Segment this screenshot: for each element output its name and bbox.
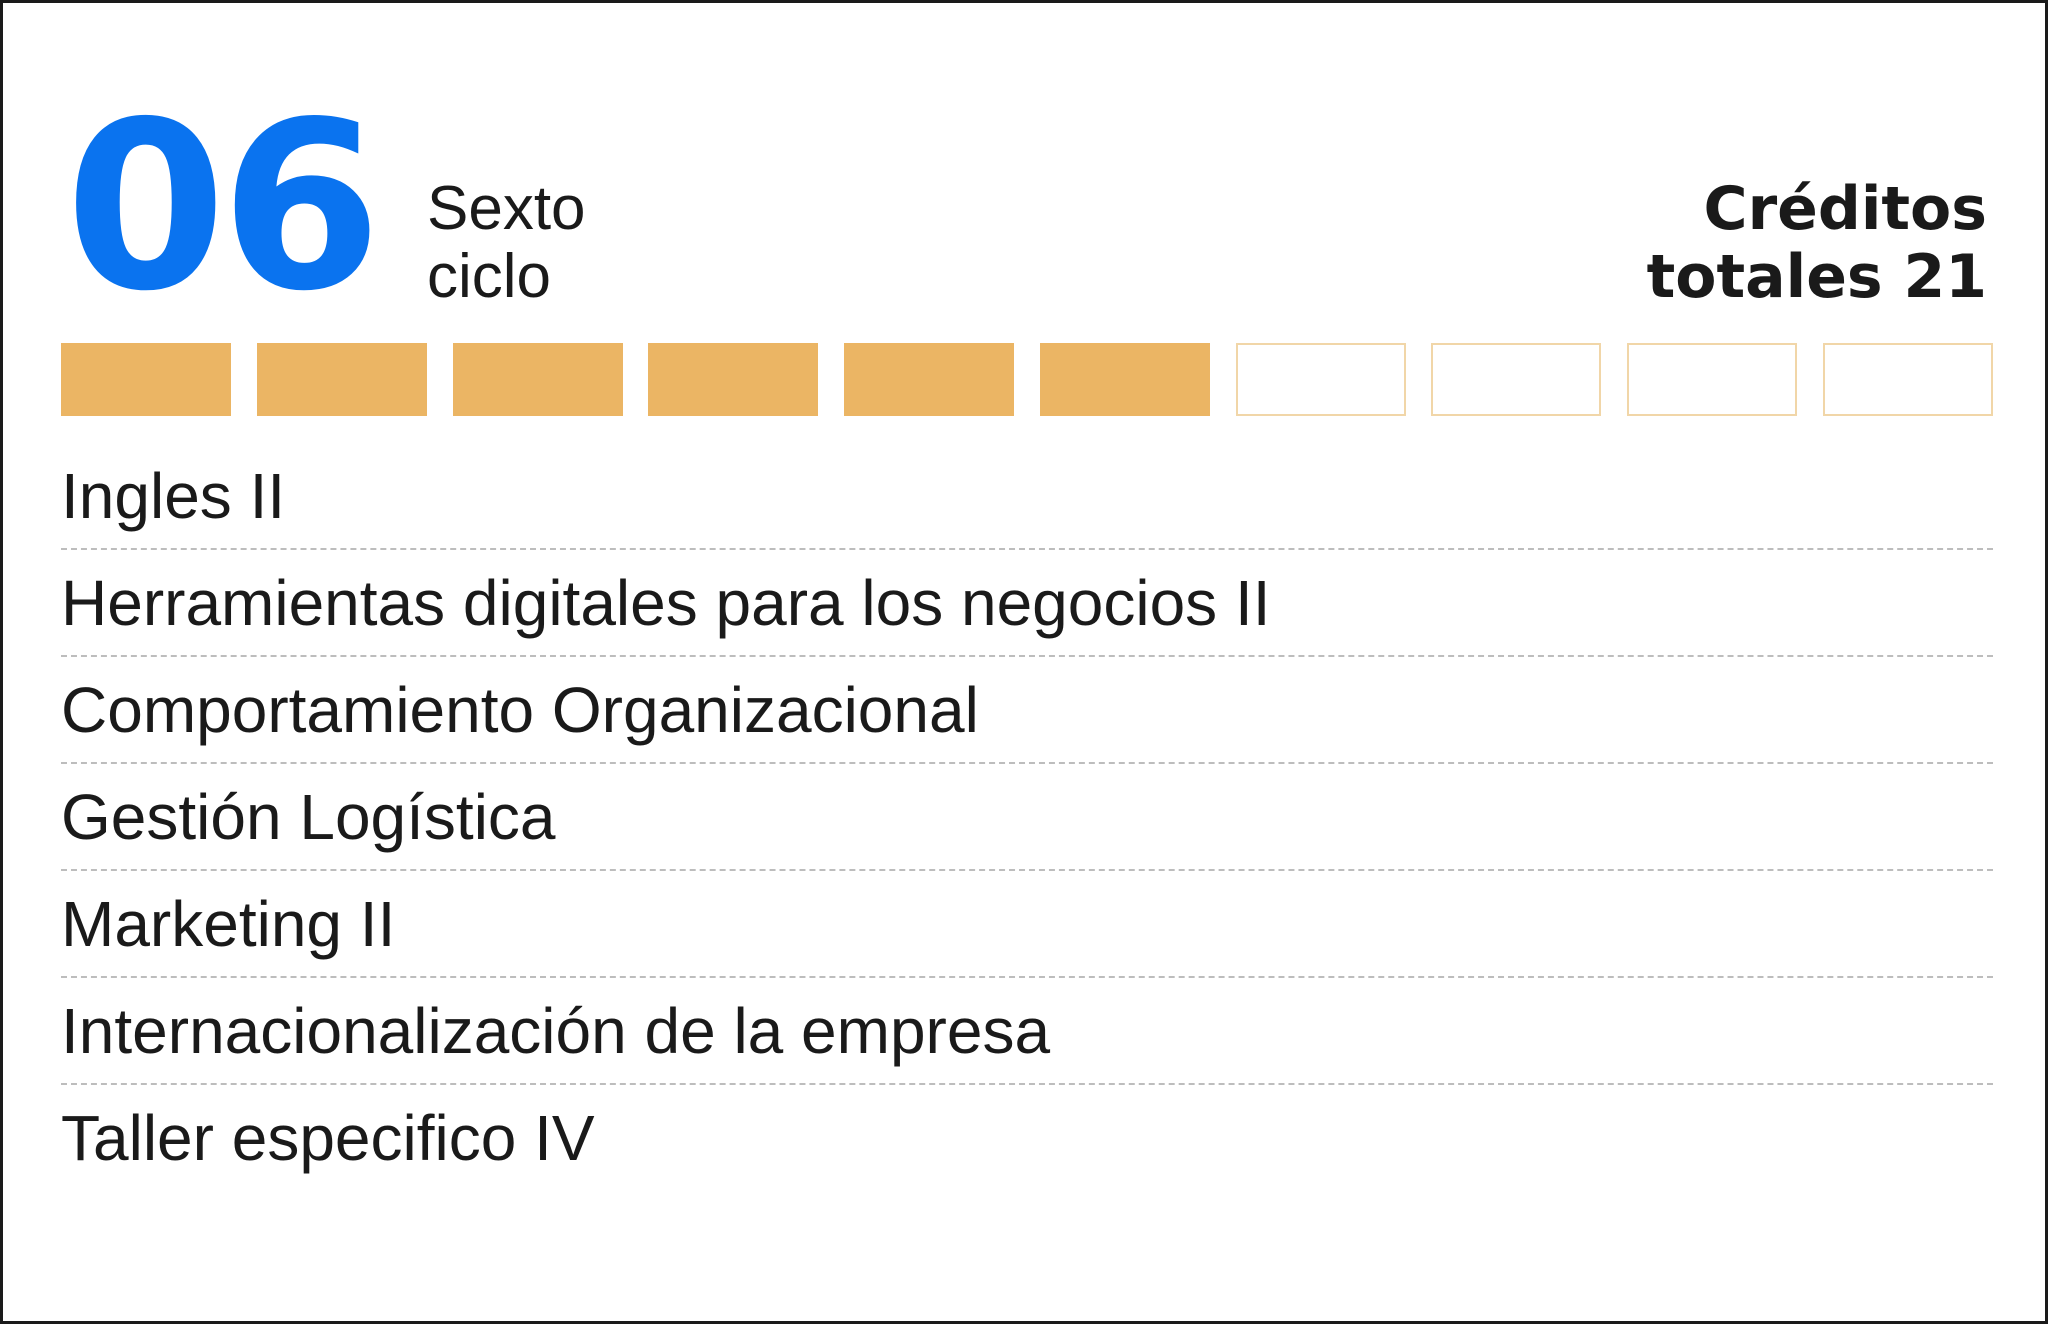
progress-segment-filled: [61, 343, 231, 416]
course-item: Ingles II: [61, 443, 1993, 550]
total-credits: Créditos totales 21: [1647, 175, 1987, 311]
total-credits-line-1: Créditos: [1703, 174, 1987, 244]
course-item: Internacionalización de la empresa: [61, 978, 1993, 1085]
cycle-name-line-1: Sexto: [427, 174, 586, 243]
cycle-progress-bar: [61, 343, 1993, 416]
course-item: Comportamiento Organizacional: [61, 657, 1993, 764]
course-item: Taller especifico IV: [61, 1102, 595, 1174]
course-item: Gestión Logística: [61, 764, 1993, 871]
cycle-name-line-2: ciclo: [427, 242, 552, 311]
course-item: Marketing II: [61, 871, 1993, 978]
progress-segment-empty: [1431, 343, 1602, 416]
cycle-name: Sexto ciclo: [427, 175, 586, 311]
progress-segment-filled: [1039, 343, 1210, 416]
progress-segment-filled: [844, 343, 1015, 416]
progress-segment-empty: [1235, 343, 1406, 416]
cycle-number: 06: [65, 72, 382, 342]
progress-segment-filled: [452, 343, 623, 416]
course-item: Herramientas digitales para los negocios…: [61, 550, 1993, 657]
progress-segment-empty: [1822, 343, 1993, 416]
course-list: Ingles II Herramientas digitales para lo…: [61, 443, 1993, 1192]
progress-segment-filled: [648, 343, 819, 416]
progress-segment-filled: [256, 343, 427, 416]
progress-segment-empty: [1627, 343, 1798, 416]
total-credits-line-2: totales 21: [1646, 242, 1987, 312]
